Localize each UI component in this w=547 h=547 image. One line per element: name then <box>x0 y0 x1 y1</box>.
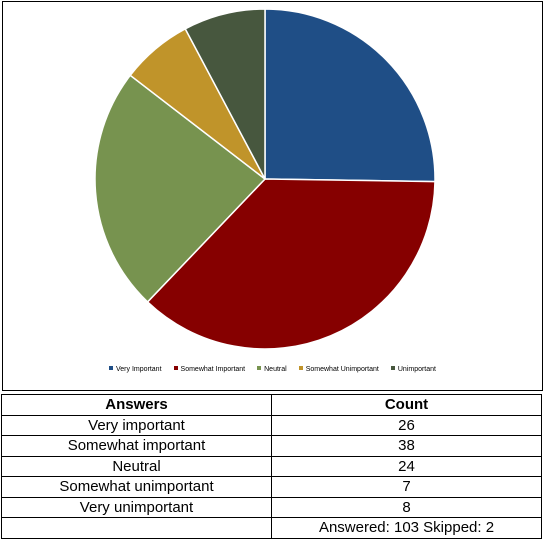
legend-swatch <box>390 366 395 371</box>
table-header-row: Answers Count <box>1 394 542 416</box>
legend-swatch <box>173 366 178 371</box>
legend-item: Somewhat Important <box>173 366 246 373</box>
legend-item: Somewhat Unimportant <box>298 366 379 373</box>
count-cell: 24 <box>271 455 542 477</box>
answers-table: Answers Count Very important 26 Somewhat… <box>1 394 542 539</box>
legend-label: Somewhat Important <box>180 366 246 373</box>
answer-cell: Somewhat unimportant <box>1 476 272 498</box>
table-row: Very unimportant 8 <box>1 496 542 518</box>
legend-swatch <box>109 366 113 371</box>
answer-cell: Very unimportant <box>1 496 272 518</box>
answer-cell: Neutral <box>1 455 272 477</box>
header-count: Count <box>271 394 542 416</box>
answer-cell: Very important <box>1 414 272 436</box>
summary-empty-cell <box>1 517 272 539</box>
chart-container: Very Important Somewhat Important Neutral S… <box>2 1 543 391</box>
summary-row: Answered: 103 Skipped: 2 <box>1 517 542 539</box>
chart-legend: Very Important Somewhat Important Neutral S… <box>3 366 542 373</box>
table-row: Neutral 24 <box>1 455 542 477</box>
count-cell: 38 <box>271 435 542 457</box>
count-cell: 8 <box>271 496 542 518</box>
count-cell: 26 <box>271 414 542 436</box>
table-row: Very important 26 <box>1 414 542 436</box>
summary-cell: Answered: 103 Skipped: 2 <box>271 517 542 539</box>
pie-chart <box>94 8 436 350</box>
table-row: Somewhat important 38 <box>1 435 542 457</box>
pie-slice-unimportant <box>184 8 266 180</box>
legend-label: Neutral <box>264 366 287 373</box>
pie-slice-neutral <box>94 74 267 303</box>
table-row: Somewhat unimportant 7 <box>1 476 542 498</box>
answer-cell: Somewhat important <box>1 435 272 457</box>
legend-item: Neutral <box>257 366 287 373</box>
legend-label: Very Important <box>116 366 162 373</box>
pie-slice-very-important <box>264 8 436 183</box>
count-cell: 7 <box>271 476 542 498</box>
pie-slice-somewhat-important <box>146 178 436 350</box>
legend-label: Unimportant <box>397 366 436 373</box>
legend-item: Very Important <box>109 366 162 373</box>
legend-swatch <box>298 366 303 371</box>
legend-item: Unimportant <box>390 366 436 373</box>
legend-label: Somewhat Unimportant <box>305 366 379 373</box>
header-answers: Answers <box>1 394 272 416</box>
legend-swatch <box>257 366 262 371</box>
